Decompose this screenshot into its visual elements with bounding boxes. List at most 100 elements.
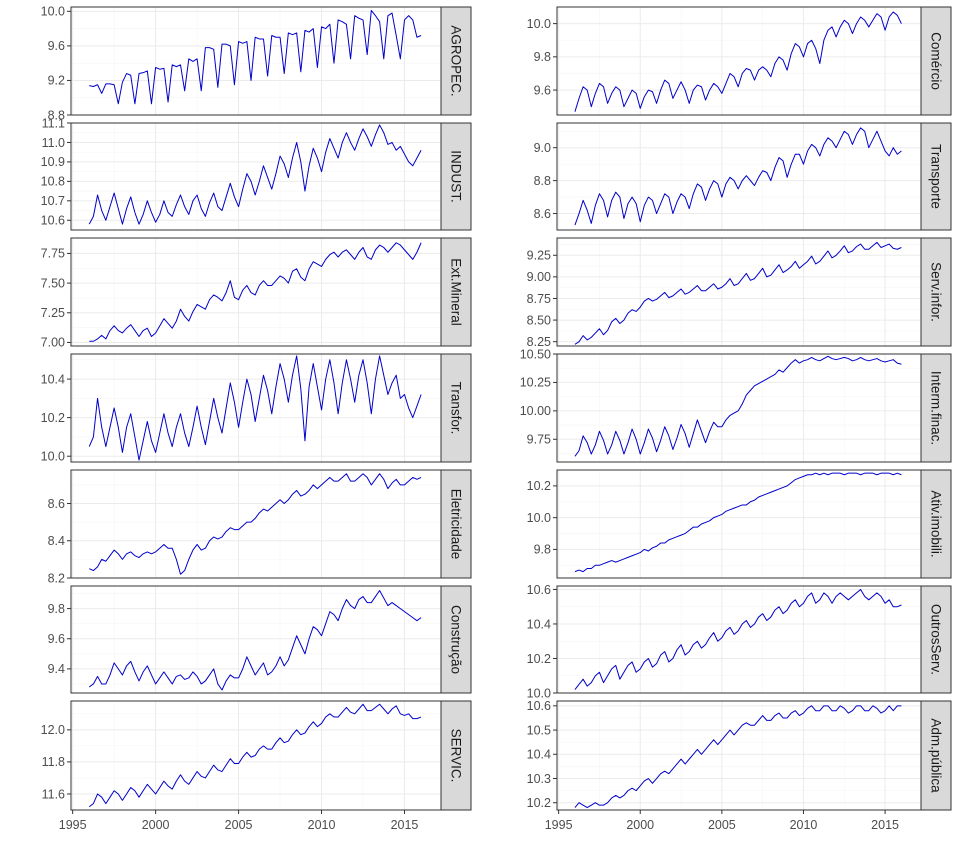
x-tick-label: 1995 xyxy=(59,818,87,832)
facet-strip-label: Transfor. xyxy=(449,382,464,435)
panel-3: 10.6 10.7 10.8 10.9 11.0 11.1 INDUST. xyxy=(41,116,472,231)
x-tick-label: 2010 xyxy=(790,818,818,832)
y-tick-label: 10.5 xyxy=(527,723,551,737)
facet-strip-label: SERVIC. xyxy=(449,729,464,783)
panel-4: 8.6 8.8 9.0 Transporte xyxy=(534,122,952,231)
y-tick-label: 10.6 xyxy=(527,699,551,713)
facet-strip xyxy=(920,122,952,231)
facet-strip xyxy=(920,700,952,811)
panel-7: 10.0 10.2 10.4 Transfor. xyxy=(41,353,472,464)
facet-strip-label: Eletricidade xyxy=(449,489,464,560)
y-tick-label: 8.50 xyxy=(527,313,551,327)
y-tick-label: 10.2 xyxy=(527,652,551,666)
panel-10: 9.8 10.0 10.2 Ativ.imobili. xyxy=(527,469,952,579)
facet-strip-label: Ativ.imobili. xyxy=(929,490,944,557)
y-tick-label: 10.6 xyxy=(527,583,551,597)
y-tick-label: 9.8 xyxy=(534,50,551,64)
panel-1: 8.8 9.2 9.6 10.0 AGROPEC. xyxy=(41,5,472,122)
y-tick-label: 9.6 xyxy=(534,83,551,97)
x-tick-label: 2010 xyxy=(308,818,336,832)
y-tick-label: 12.0 xyxy=(41,723,65,737)
y-tick-label: 9.25 xyxy=(527,249,551,263)
panel-14: 10.2 10.3 10.4 10.5 10.6 Adm.pública 1995 2000 2… xyxy=(527,699,952,832)
x-tick-label: 1995 xyxy=(545,818,573,832)
series-line xyxy=(574,355,902,457)
facet-strip-label: Transporte xyxy=(929,144,944,209)
series-line xyxy=(574,241,902,345)
panel-5: 7.00 7.25 7.50 7.75 Ext.Mineral xyxy=(41,237,472,350)
y-tick-label: 10.8 xyxy=(41,175,65,189)
y-tick-label: 9.6 xyxy=(48,632,65,646)
facet-strip-label: Ext.Mineral xyxy=(449,258,464,326)
series-line xyxy=(574,705,902,809)
y-tick-label: 10.2 xyxy=(41,411,65,425)
series-line xyxy=(89,9,422,105)
y-tick-label: 10.0 xyxy=(527,686,551,700)
y-tick-label: 10.0 xyxy=(41,450,65,464)
facet-strip xyxy=(920,353,952,463)
y-tick-label: 11.0 xyxy=(42,136,65,150)
panel-background xyxy=(557,238,921,346)
y-tick-label: 8.2 xyxy=(48,571,65,585)
facet-strip-label: Serv.infor. xyxy=(929,262,944,322)
y-tick-label: 10.4 xyxy=(41,372,65,386)
facet-strip xyxy=(440,353,472,463)
facet-strip xyxy=(440,237,472,347)
facet-strip xyxy=(920,6,952,116)
series-line xyxy=(88,355,422,461)
panel-background xyxy=(71,7,441,115)
y-tick-label: 10.0 xyxy=(527,511,551,525)
panel-2: 9.6 9.8 10.0 Comércio xyxy=(527,6,952,116)
facet-strip xyxy=(440,585,472,694)
panel-background xyxy=(557,586,921,693)
series-line xyxy=(574,472,902,573)
y-tick-label: 10.50 xyxy=(520,347,551,361)
y-tick-label: 10.0 xyxy=(41,5,65,19)
panel-12: 10.0 10.2 10.4 10.6 OutrosServ. xyxy=(527,583,952,700)
series-line xyxy=(89,473,422,575)
facet-strip xyxy=(920,237,952,347)
y-tick-label: 7.00 xyxy=(41,336,65,350)
y-tick-label: 8.25 xyxy=(527,335,551,349)
y-tick-label: 7.50 xyxy=(41,276,65,290)
series-line xyxy=(574,588,902,690)
panel-background xyxy=(557,123,921,230)
y-tick-label: 7.25 xyxy=(41,306,65,320)
y-tick-label: 9.75 xyxy=(527,433,551,447)
facet-strip xyxy=(440,469,472,579)
panel-background xyxy=(557,354,921,462)
facet-strip-label: Construção xyxy=(449,605,464,674)
facet-strip xyxy=(920,469,952,579)
facet-strip-label: Comércio xyxy=(929,32,944,90)
panel-6: 8.25 8.50 8.75 9.00 9.25 Serv.infor. xyxy=(527,237,952,349)
y-tick-label: 9.2 xyxy=(48,74,65,88)
facet-strip-label: Adm.pública xyxy=(929,718,944,793)
x-tick-label: 2005 xyxy=(225,818,253,832)
y-tick-label: 10.4 xyxy=(527,748,551,762)
y-tick-label: 11.1 xyxy=(42,116,65,130)
series-line xyxy=(89,242,422,342)
facet-strip xyxy=(440,6,472,116)
facet-strip-label: OutrosServ. xyxy=(929,604,944,675)
x-tick-label: 2000 xyxy=(626,818,654,832)
y-tick-label: 10.7 xyxy=(41,194,65,208)
x-tick-label: 2015 xyxy=(391,818,419,832)
panel-8: 9.75 10.00 10.25 10.50 Interm.finac. xyxy=(520,347,952,463)
y-tick-label: 11.6 xyxy=(42,787,65,801)
panel-background xyxy=(557,701,921,810)
facet-strip-label: AGROPEC. xyxy=(449,25,464,96)
y-tick-label: 10.25 xyxy=(520,376,551,390)
y-tick-label: 8.4 xyxy=(48,534,65,548)
series-line xyxy=(574,11,902,112)
y-tick-label: 10.0 xyxy=(527,17,551,31)
y-tick-label: 9.8 xyxy=(534,543,551,557)
y-tick-label: 10.4 xyxy=(527,617,551,631)
y-tick-label: 9.4 xyxy=(48,662,65,676)
panel-background xyxy=(71,123,441,230)
y-tick-label: 10.3 xyxy=(527,772,551,786)
y-tick-label: 10.2 xyxy=(527,479,551,493)
y-tick-label: 8.6 xyxy=(534,207,551,221)
y-tick-label: 10.9 xyxy=(41,155,65,169)
panel-background xyxy=(71,586,441,693)
